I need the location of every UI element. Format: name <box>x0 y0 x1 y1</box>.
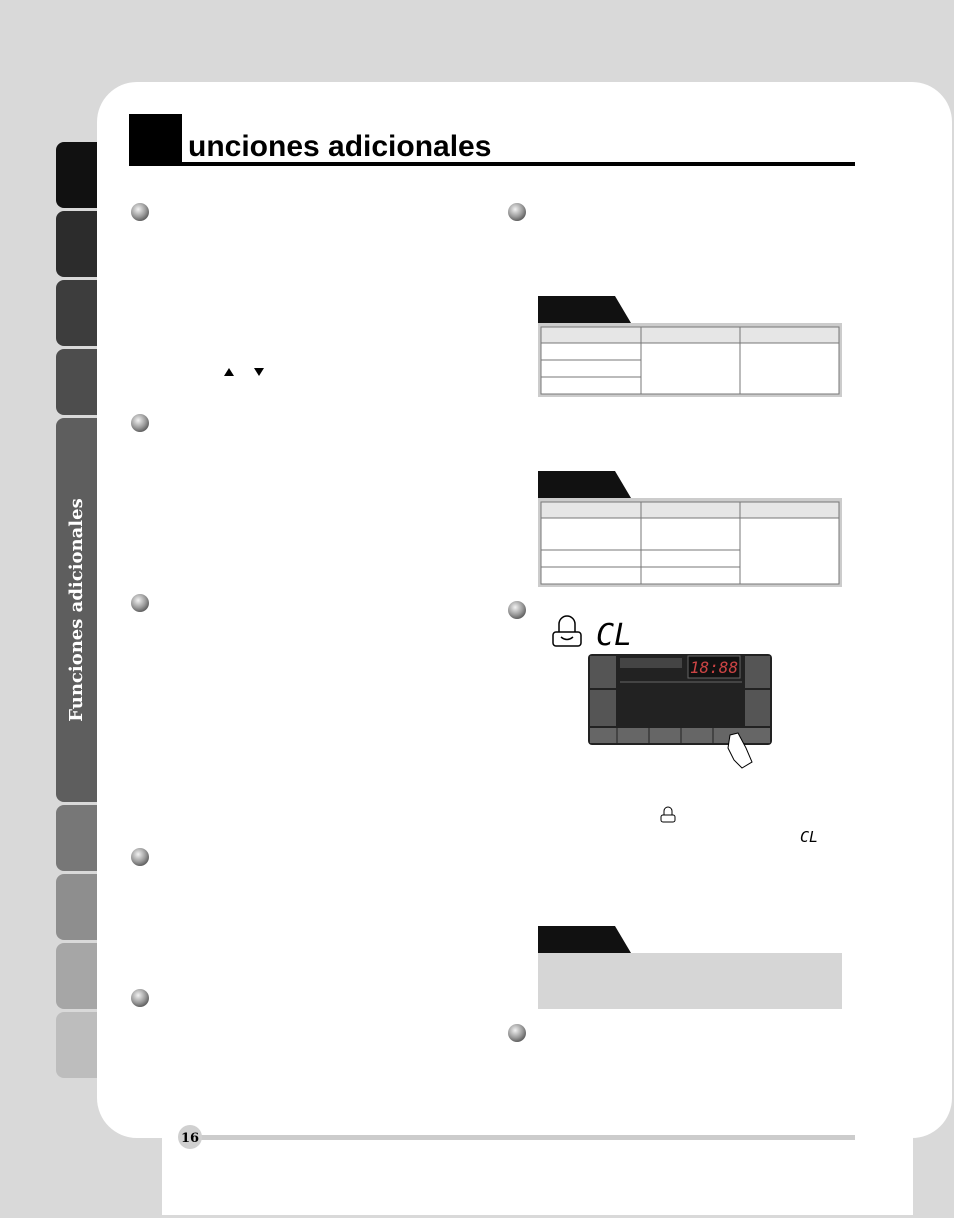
page-bottom <box>162 1120 913 1215</box>
hand-icon <box>727 732 753 769</box>
arrow-icons <box>224 368 264 376</box>
lock-code: CL <box>596 618 632 653</box>
table-2 <box>538 471 842 587</box>
table-1 <box>538 296 842 397</box>
side-tab-label: Funciones adicionales <box>66 498 87 721</box>
inline-lock-icon <box>660 806 676 823</box>
panel-display: 18:88 <box>690 658 738 677</box>
page-number: 16 <box>181 1131 199 1146</box>
page-number-badge <box>178 1125 202 1149</box>
inline-lock-code: CL <box>800 828 818 846</box>
footer-rule <box>190 1135 855 1140</box>
lock-icon <box>552 615 582 647</box>
note-box <box>538 926 842 1009</box>
page-title: unciones adicionales <box>188 130 491 163</box>
control-panel <box>588 654 772 745</box>
title-rule <box>129 162 855 166</box>
bullets <box>131 203 526 1042</box>
title-block <box>129 114 182 164</box>
